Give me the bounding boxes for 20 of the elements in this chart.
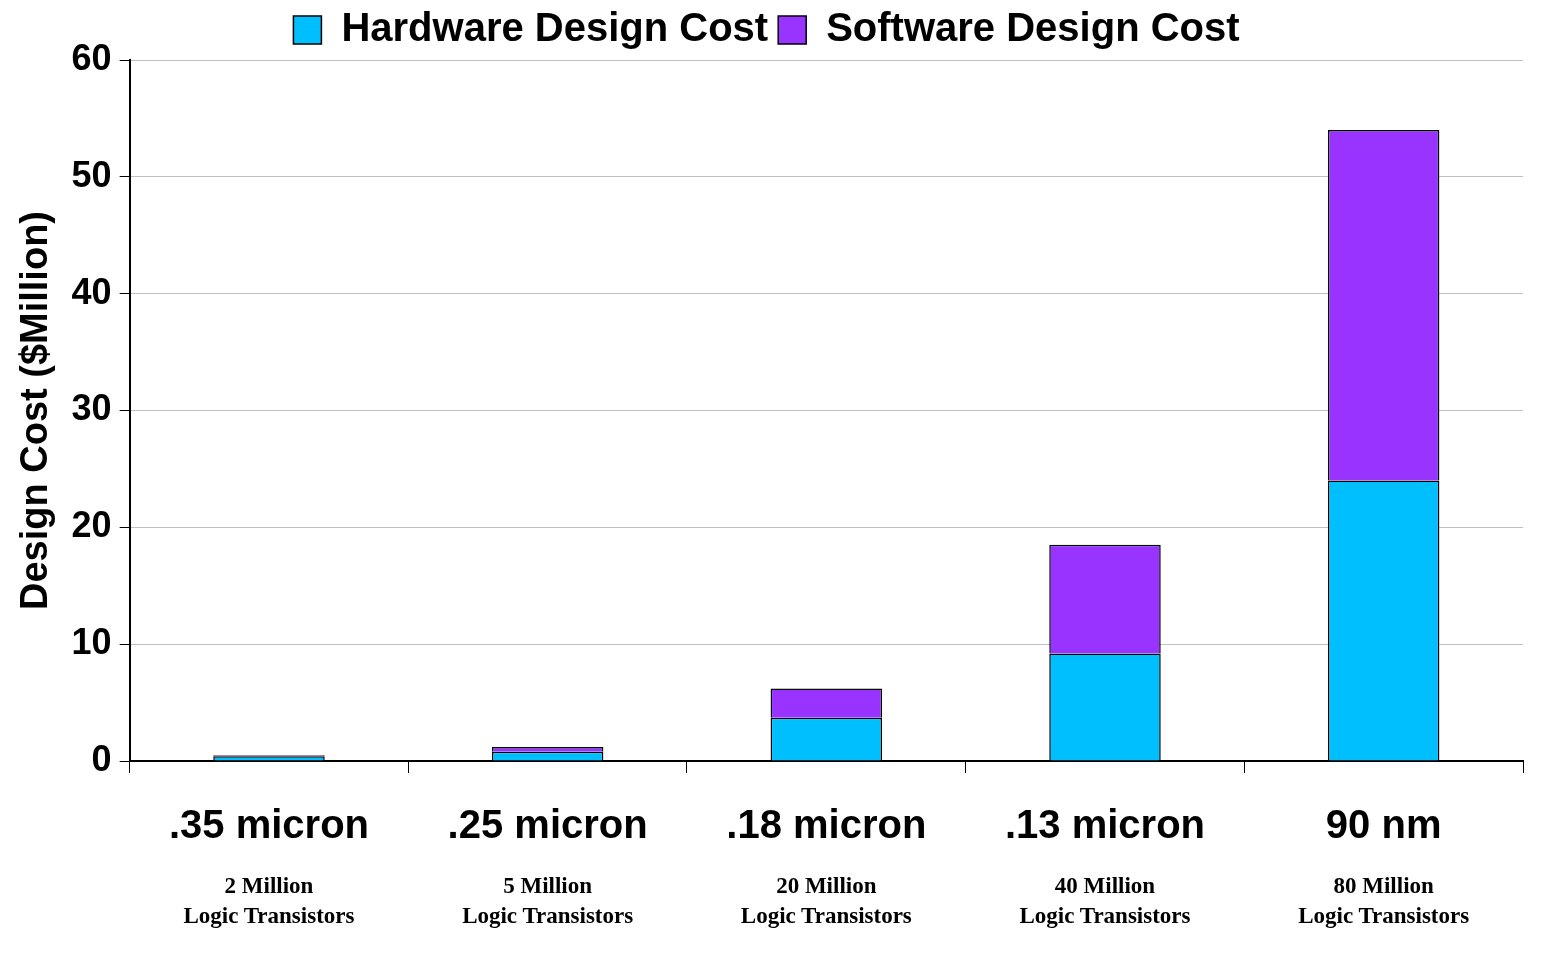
- y-tick-label: 0: [91, 737, 112, 779]
- x-tick-label: .18 micron: [726, 802, 927, 847]
- x-tick-label: .25 micron: [447, 802, 648, 847]
- y-tick-label: 10: [71, 621, 112, 663]
- legend-label: Software Design Cost: [826, 5, 1240, 50]
- x-tick-label: .13 micron: [1004, 802, 1206, 847]
- text: 80 Million Logic Transistors: [1298, 873, 1470, 929]
- text: 2 Million Logic Transistors: [183, 873, 355, 929]
- legend-label: Hardware Design Cost: [341, 5, 769, 50]
- y-tick-label: 40: [71, 270, 112, 312]
- text: 20 Million Logic Transistors: [740, 873, 912, 929]
- x-tick-label: 90 nm: [1325, 802, 1442, 847]
- y-tick-label: 30: [71, 387, 112, 429]
- y-tick-label: 50: [71, 153, 112, 195]
- y-axis-title: Design Cost ($Million): [13, 211, 56, 610]
- y-tick-label: 60: [71, 36, 112, 78]
- text: 5 Million Logic Transistors: [462, 873, 634, 929]
- text: 40 Million Logic Transistors: [1019, 873, 1191, 929]
- y-tick-label: 20: [71, 504, 112, 546]
- x-tick-label: .35 micron: [168, 802, 370, 847]
